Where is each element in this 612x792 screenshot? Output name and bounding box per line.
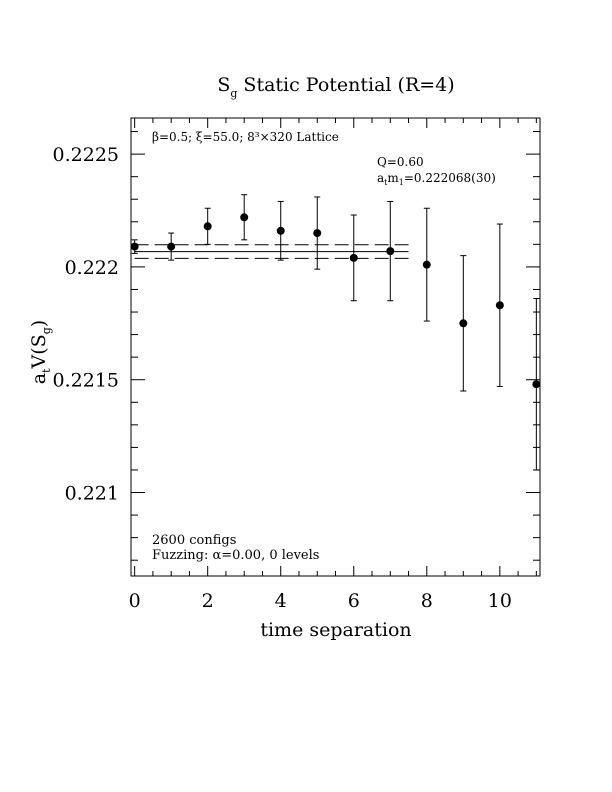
title-main: S: [217, 74, 230, 96]
y-tick-label: 0.2225: [53, 144, 119, 166]
y-tick-label: 0.222: [65, 257, 119, 279]
data-point: [349, 253, 358, 262]
y-tick-label: 0.221: [65, 483, 119, 505]
y-tick-label: 0.2215: [53, 370, 119, 392]
chart-title: Sg Static Potential (R=4): [217, 74, 454, 100]
data-point: [240, 213, 249, 222]
data-point: [313, 229, 322, 238]
data-point: [459, 319, 468, 328]
x-tick-label: 0: [129, 590, 141, 612]
data-point: [130, 242, 139, 251]
mass-annotation: atm1=0.222068(30): [377, 171, 496, 187]
title-sub: g: [230, 87, 237, 100]
fit-band: [134, 244, 409, 259]
data-points: [130, 194, 541, 471]
x-tick-label: 2: [202, 590, 214, 612]
x-tick-label: 8: [421, 590, 433, 612]
data-point: [203, 222, 212, 231]
title-rest: Static Potential (R=4): [237, 74, 454, 96]
axis-ticks: [131, 118, 540, 576]
x-tick-label: 4: [275, 590, 287, 612]
params-annotation: β=0.5; ξ=55.0; 8³×320 Lattice: [152, 130, 339, 144]
plot-frame: [130, 117, 541, 577]
tick-labels: 0 2 4 6 8 10 0.221 0.2215 0.222 0.2225: [53, 144, 512, 612]
data-point: [167, 242, 176, 251]
data-point: [495, 301, 504, 310]
x-tick-label: 10: [488, 590, 512, 612]
y-axis-label: atV(Sg): [28, 320, 53, 384]
q-annotation: Q=0.60: [377, 155, 424, 169]
data-point: [276, 226, 285, 235]
x-axis-label: time separation: [260, 619, 411, 641]
fuzzing-annotation: Fuzzing: α=0.00, 0 levels: [152, 548, 319, 563]
data-point: [386, 247, 395, 256]
x-tick-label: 6: [348, 590, 360, 612]
data-point: [532, 380, 541, 389]
configs-annotation: 2600 configs: [152, 533, 236, 548]
data-point: [422, 260, 431, 269]
